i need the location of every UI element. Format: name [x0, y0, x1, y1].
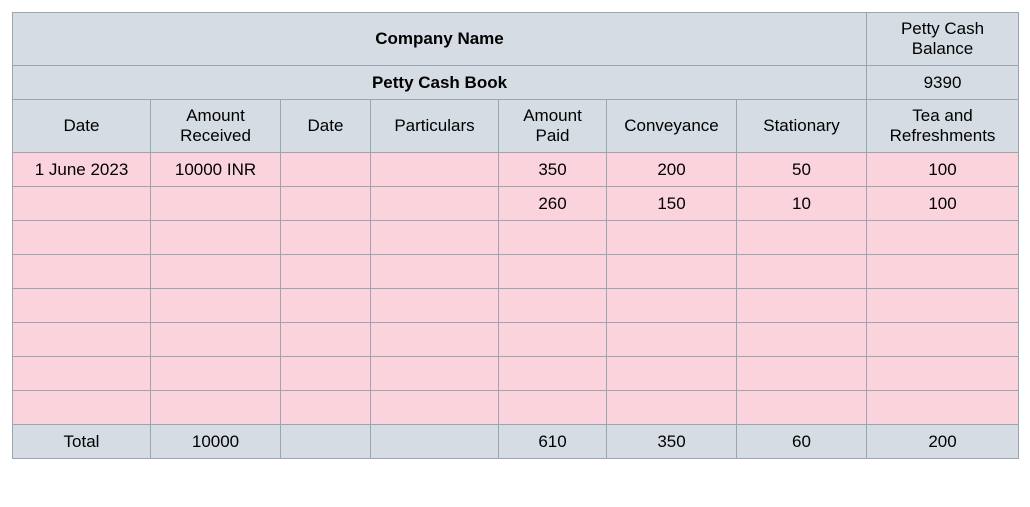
cell-conveyance: 150	[607, 187, 737, 221]
data-row	[13, 357, 1019, 391]
cell-amount-rec	[151, 187, 281, 221]
cell-amount-rec	[151, 391, 281, 425]
data-row: 1 June 2023 10000 INR 350 200 50 100	[13, 153, 1019, 187]
cell-stationary	[737, 289, 867, 323]
col-particulars: Particulars	[371, 100, 499, 153]
totals-tea: 200	[867, 425, 1019, 459]
totals-amount-rec: 10000	[151, 425, 281, 459]
col-conveyance: Conveyance	[607, 100, 737, 153]
data-row	[13, 391, 1019, 425]
cell-conveyance	[607, 357, 737, 391]
totals-row: Total 10000 610 350 60 200	[13, 425, 1019, 459]
cell-tea	[867, 221, 1019, 255]
cell-stationary	[737, 255, 867, 289]
cell-amount-rec	[151, 221, 281, 255]
cell-amount-paid: 350	[499, 153, 607, 187]
cell-date-rec	[13, 323, 151, 357]
data-row	[13, 221, 1019, 255]
title-main: Company Name	[13, 13, 867, 66]
cell-amount-rec	[151, 255, 281, 289]
cell-tea	[867, 289, 1019, 323]
cell-tea	[867, 357, 1019, 391]
totals-date-paid	[281, 425, 371, 459]
cell-conveyance	[607, 221, 737, 255]
cell-amount-paid	[499, 357, 607, 391]
col-amount-received: Amount Received	[151, 100, 281, 153]
cell-conveyance	[607, 323, 737, 357]
cell-date-paid	[281, 289, 371, 323]
data-row	[13, 323, 1019, 357]
col-amount-paid: Amount Paid	[499, 100, 607, 153]
cell-tea	[867, 323, 1019, 357]
cell-stationary: 50	[737, 153, 867, 187]
cell-stationary	[737, 391, 867, 425]
data-row	[13, 255, 1019, 289]
cell-amount-paid: 260	[499, 187, 607, 221]
cell-date-paid	[281, 255, 371, 289]
cell-amount-paid	[499, 255, 607, 289]
cell-date-rec	[13, 391, 151, 425]
cell-particulars	[371, 391, 499, 425]
cell-tea	[867, 255, 1019, 289]
cell-date-paid	[281, 221, 371, 255]
cell-stationary	[737, 221, 867, 255]
cell-particulars	[371, 153, 499, 187]
cell-stationary	[737, 323, 867, 357]
cell-date-rec	[13, 289, 151, 323]
col-date: Date	[13, 100, 151, 153]
cell-tea: 100	[867, 187, 1019, 221]
cell-particulars	[371, 357, 499, 391]
totals-label: Total	[13, 425, 151, 459]
cell-date-rec	[13, 187, 151, 221]
cell-particulars	[371, 221, 499, 255]
col-date-paid: Date	[281, 100, 371, 153]
cell-conveyance: 200	[607, 153, 737, 187]
cell-amount-rec	[151, 357, 281, 391]
cell-date-paid	[281, 323, 371, 357]
data-row	[13, 289, 1019, 323]
petty-cash-table: Company Name Petty Cash Balance Petty Ca…	[12, 12, 1019, 459]
totals-stationary: 60	[737, 425, 867, 459]
cell-date-paid	[281, 153, 371, 187]
cell-amount-paid	[499, 391, 607, 425]
cell-stationary: 10	[737, 187, 867, 221]
balance-value: 9390	[867, 66, 1019, 100]
cell-tea: 100	[867, 153, 1019, 187]
cell-particulars	[371, 323, 499, 357]
cell-particulars	[371, 255, 499, 289]
cell-amount-rec: 10000 INR	[151, 153, 281, 187]
cell-date-rec	[13, 255, 151, 289]
cell-amount-paid	[499, 323, 607, 357]
totals-conveyance: 350	[607, 425, 737, 459]
totals-particulars	[371, 425, 499, 459]
cell-tea	[867, 391, 1019, 425]
cell-date-rec	[13, 221, 151, 255]
cell-date-paid	[281, 187, 371, 221]
cell-conveyance	[607, 289, 737, 323]
cell-particulars	[371, 187, 499, 221]
cell-date-paid	[281, 357, 371, 391]
cell-amount-paid	[499, 289, 607, 323]
cell-stationary	[737, 357, 867, 391]
balance-label: Petty Cash Balance	[867, 13, 1019, 66]
cell-amount-paid	[499, 221, 607, 255]
title-sub: Petty Cash Book	[13, 66, 867, 100]
cell-amount-rec	[151, 289, 281, 323]
data-row: 260 150 10 100	[13, 187, 1019, 221]
cell-date-rec: 1 June 2023	[13, 153, 151, 187]
col-tea: Tea and Refreshments	[867, 100, 1019, 153]
cell-amount-rec	[151, 323, 281, 357]
cell-date-rec	[13, 357, 151, 391]
cell-conveyance	[607, 391, 737, 425]
cell-particulars	[371, 289, 499, 323]
cell-conveyance	[607, 255, 737, 289]
col-stationary: Stationary	[737, 100, 867, 153]
cell-date-paid	[281, 391, 371, 425]
totals-amount-paid: 610	[499, 425, 607, 459]
